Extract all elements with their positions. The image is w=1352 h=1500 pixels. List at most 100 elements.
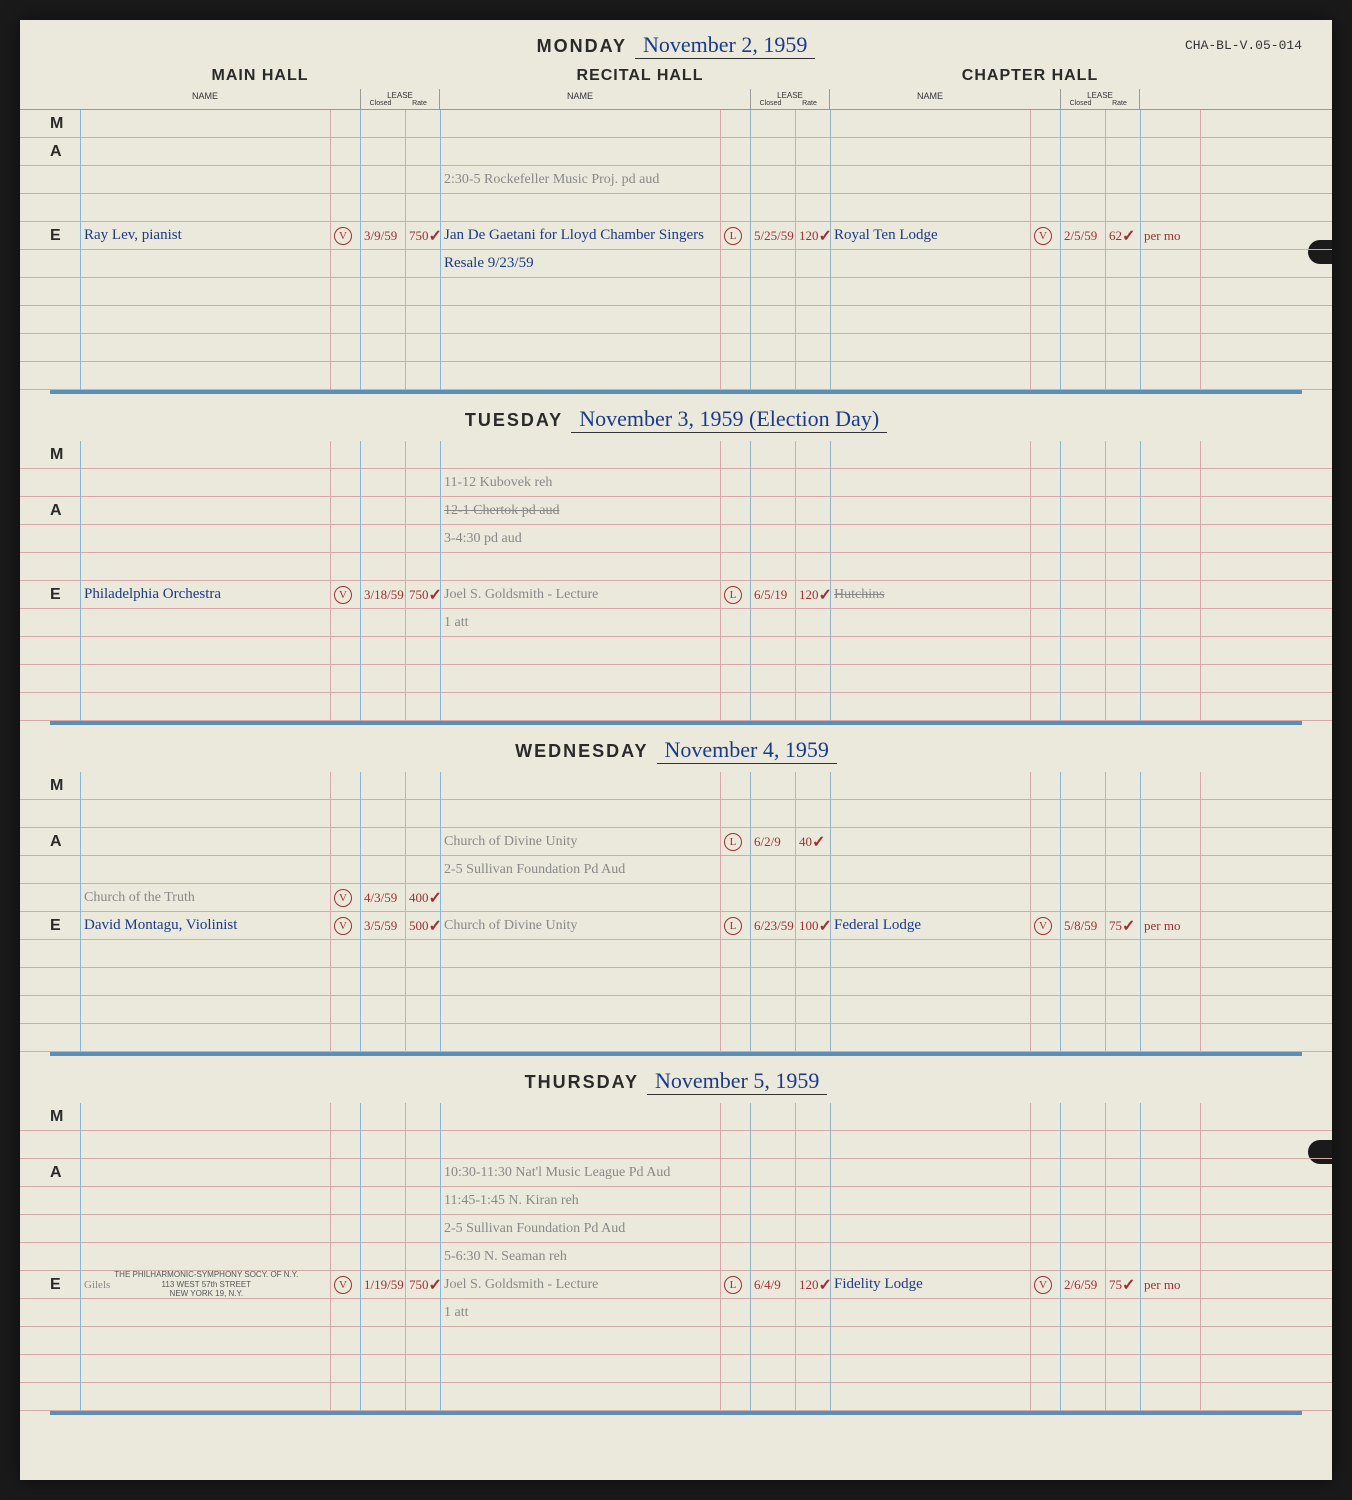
chapter-check (1030, 497, 1060, 524)
main-check: V (330, 581, 360, 608)
recital-rate (795, 334, 830, 361)
main-closed (360, 441, 405, 468)
main-name (80, 1159, 330, 1186)
chapter-name (830, 800, 1030, 827)
recital-check (720, 1215, 750, 1242)
main-closed (360, 250, 405, 277)
chapter-rate (1105, 940, 1140, 967)
main-closed (360, 968, 405, 995)
chapter-check (1030, 362, 1060, 389)
chapter-closed: 2/6/59 (1060, 1271, 1105, 1298)
ledger-row (20, 278, 1332, 306)
day-header: THURSDAYNovember 5, 1959 (20, 1056, 1332, 1103)
chapter-name (830, 609, 1030, 636)
period-label: E (50, 1276, 80, 1294)
chapter-rate (1105, 1131, 1140, 1158)
ledger-grid: MA2:30-5 Rockefeller Music Proj. pd audE… (20, 110, 1332, 390)
main-name (80, 665, 330, 692)
recital-rate (795, 772, 830, 799)
chapter-note (1140, 194, 1200, 221)
recital-rate (795, 665, 830, 692)
chapter-note (1140, 553, 1200, 580)
chapter-closed (1060, 553, 1105, 580)
main-rate: 400✓ (405, 884, 440, 911)
ledger-row: Church of the TruthV4/3/59400✓ (20, 884, 1332, 912)
main-rate (405, 497, 440, 524)
chapter-note (1140, 1327, 1200, 1354)
ledger-grid: MA10:30-11:30 Nat'l Music League Pd Aud1… (20, 1103, 1332, 1411)
chapter-check (1030, 525, 1060, 552)
main-check (330, 306, 360, 333)
recital-name (440, 110, 720, 137)
main-check: V (330, 1271, 360, 1298)
main-name (80, 362, 330, 389)
recital-rate (795, 278, 830, 305)
recital-closed (750, 166, 795, 193)
ledger-row (20, 996, 1332, 1024)
recital-name (440, 334, 720, 361)
main-rate (405, 1383, 440, 1410)
chapter-closed (1060, 497, 1105, 524)
ledger-row: AChurch of Divine UnityL6/2/940✓ (20, 828, 1332, 856)
recital-closed: 6/5/19 (750, 581, 795, 608)
chapter-note (1140, 469, 1200, 496)
recital-closed (750, 278, 795, 305)
ledger-row (20, 693, 1332, 721)
main-rate (405, 968, 440, 995)
main-closed (360, 194, 405, 221)
main-rate (405, 693, 440, 720)
ledger-row (20, 800, 1332, 828)
chapter-rate (1105, 166, 1140, 193)
period-label: E (50, 227, 80, 245)
main-closed (360, 362, 405, 389)
recital-name (440, 772, 720, 799)
recital-closed (750, 525, 795, 552)
chapter-name: Hutchins (830, 581, 1030, 608)
period-label: M (50, 115, 80, 133)
chapter-rate (1105, 1215, 1140, 1242)
chapter-closed (1060, 1355, 1105, 1382)
recital-name: 2-5 Sullivan Foundation Pd Aud (440, 856, 720, 883)
chapter-closed (1060, 250, 1105, 277)
chapter-check (1030, 828, 1060, 855)
chapter-closed (1060, 334, 1105, 361)
col-name: NAME (830, 89, 1030, 109)
chapter-note (1140, 800, 1200, 827)
main-rate (405, 1024, 440, 1051)
chapter-name (830, 856, 1030, 883)
main-closed: 1/19/59 (360, 1271, 405, 1298)
main-rate (405, 334, 440, 361)
chapter-name (830, 334, 1030, 361)
main-closed (360, 940, 405, 967)
chapter-closed (1060, 1159, 1105, 1186)
chapter-note (1140, 334, 1200, 361)
recital-rate (795, 800, 830, 827)
ledger-row: EDavid Montagu, ViolinistV3/5/59500✓Chur… (20, 912, 1332, 940)
chapter-rate: 75✓ (1105, 1271, 1140, 1298)
ledger-row (20, 940, 1332, 968)
chapter-closed (1060, 1243, 1105, 1270)
main-check (330, 940, 360, 967)
chapter-check (1030, 665, 1060, 692)
main-check (330, 278, 360, 305)
chapter-rate (1105, 581, 1140, 608)
chapter-rate (1105, 250, 1140, 277)
chapter-check (1030, 166, 1060, 193)
main-name (80, 469, 330, 496)
chapter-check (1030, 940, 1060, 967)
chapter-rate (1105, 441, 1140, 468)
chapter-closed (1060, 1215, 1105, 1242)
chapter-closed (1060, 856, 1105, 883)
main-check (330, 1243, 360, 1270)
main-rate: 500✓ (405, 912, 440, 939)
recital-closed (750, 800, 795, 827)
recital-rate (795, 968, 830, 995)
recital-closed (750, 497, 795, 524)
main-name (80, 968, 330, 995)
chapter-note (1140, 772, 1200, 799)
chapter-rate (1105, 856, 1140, 883)
main-check (330, 637, 360, 664)
chapter-note (1140, 665, 1200, 692)
recital-rate (795, 940, 830, 967)
chapter-rate (1105, 497, 1140, 524)
